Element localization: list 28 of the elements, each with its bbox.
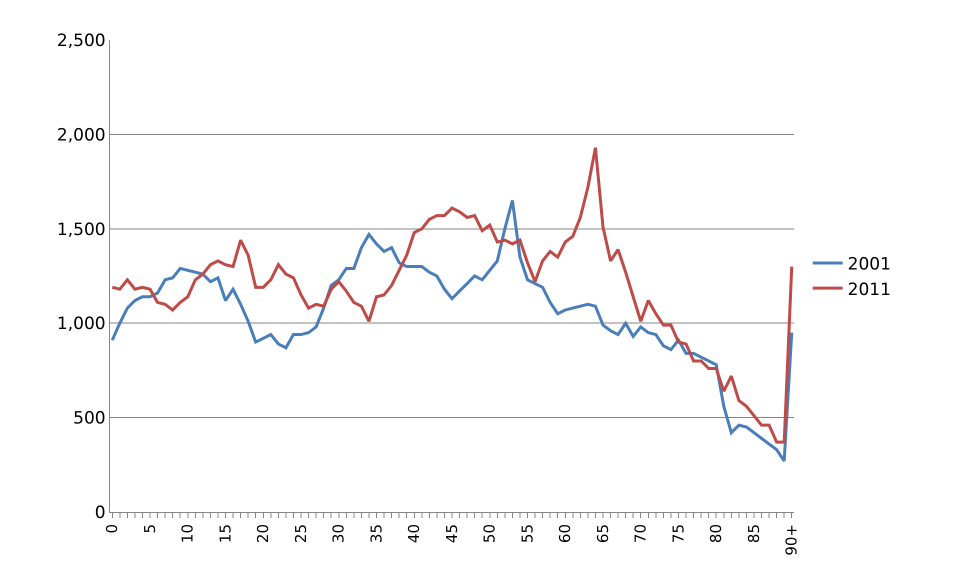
- x-tick-label: 70: [632, 524, 650, 544]
- line-series: [110, 146, 794, 444]
- y-tick-label: 1,500: [56, 220, 106, 240]
- x-tick-label: 55: [518, 524, 536, 544]
- x-tick-label: 25: [292, 524, 310, 544]
- x-tick-label: 45: [442, 524, 461, 544]
- x-tick-label: 10: [178, 524, 197, 544]
- legend-label: 2001: [848, 254, 891, 275]
- x-tick-label: 85: [744, 524, 763, 544]
- line-series: [110, 198, 794, 463]
- x-tick-label: 30: [330, 524, 348, 544]
- x-tick-label: 80: [707, 524, 726, 544]
- legend-label: 2011: [848, 280, 891, 300]
- x-tick-label: 90+: [782, 524, 801, 556]
- x-tick-label: 60: [556, 524, 574, 544]
- x-tick-label: 35: [367, 524, 386, 544]
- x-tick-label: 40: [405, 524, 424, 544]
- x-tick-label: 65: [594, 524, 612, 544]
- y-tick-label: 2,500: [56, 30, 106, 51]
- y-tick-label: 1,000: [56, 314, 106, 334]
- y-tick-label: 500: [73, 408, 106, 429]
- x-tick-label: 5: [140, 524, 159, 534]
- x-tick-label: 75: [669, 524, 688, 544]
- x-tick-label: 20: [254, 524, 272, 544]
- x-tick-label: 15: [216, 524, 234, 544]
- y-tick-label: 2,000: [56, 125, 106, 146]
- x-tick-label: 50: [480, 524, 499, 544]
- x-tick-label: 0: [103, 524, 122, 534]
